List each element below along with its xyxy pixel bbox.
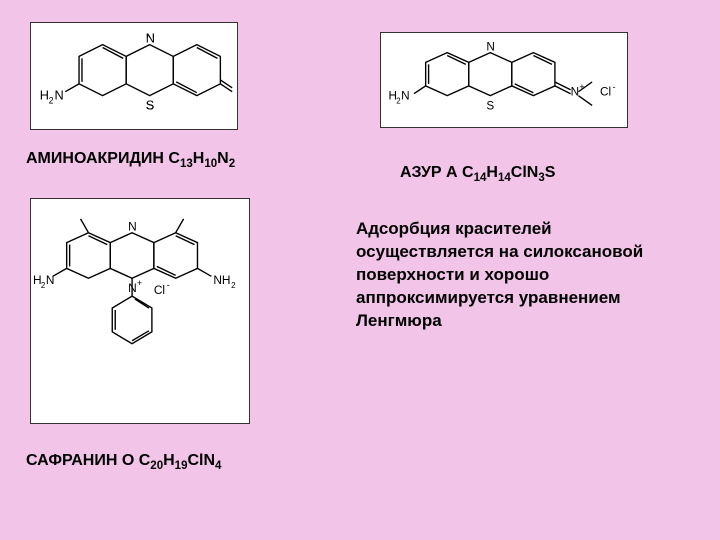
svg-text:NH: NH xyxy=(213,273,230,287)
svg-text:2: 2 xyxy=(231,281,235,290)
structure-azura: H2N N S N+ Cl- xyxy=(380,32,628,128)
svg-text:N: N xyxy=(571,86,580,99)
caption-aminoacridine: АМИНОАКРИДИН C13H10N2 xyxy=(26,150,235,170)
structure-aminoacridine: H2N N S N S xyxy=(30,22,238,130)
svg-text:2: 2 xyxy=(49,95,54,105)
svg-text:N: N xyxy=(486,41,495,54)
aminoacridine-svg: H2N N S N S xyxy=(31,23,237,129)
azura-svg: H2N N S N+ Cl- xyxy=(381,33,627,127)
svg-text:N: N xyxy=(146,31,155,46)
svg-text:Cl: Cl xyxy=(154,283,165,297)
svg-text:2: 2 xyxy=(396,97,400,106)
safranin-svg: H2N NH2 N N+ Cl- xyxy=(31,199,249,423)
svg-text:Cl: Cl xyxy=(600,86,611,99)
structure-safranin: H2N NH2 N N+ Cl- xyxy=(30,198,250,424)
svg-text:S: S xyxy=(146,97,155,112)
f-Cn: 13 xyxy=(180,158,193,170)
f-N: N xyxy=(217,150,229,167)
f-H: H xyxy=(193,150,205,167)
description-text: Адсорбция красителей осуществляется на с… xyxy=(356,218,676,333)
svg-text:N: N xyxy=(128,220,137,234)
svg-text:-: - xyxy=(613,82,616,92)
caption-safranin: САФРАНИН О C20H19ClN4 xyxy=(26,452,221,472)
caption-safranin-name: САФРАНИН О xyxy=(26,452,139,469)
svg-text:+: + xyxy=(137,278,142,288)
svg-text:+: + xyxy=(579,82,584,92)
svg-text:N: N xyxy=(128,281,137,295)
f-C: C xyxy=(168,150,180,167)
svg-text:S: S xyxy=(486,99,494,112)
svg-text:N: N xyxy=(401,90,410,103)
caption-azura: АЗУР А C14H14ClN3S xyxy=(400,164,555,184)
svg-text:N: N xyxy=(46,273,55,287)
caption-aminoacridine-name: АМИНОАКРИДИН xyxy=(26,150,168,167)
caption-azura-name: АЗУР А xyxy=(400,164,462,181)
f-Nn: 2 xyxy=(229,158,235,170)
svg-text:-: - xyxy=(167,280,170,290)
svg-text:2: 2 xyxy=(41,281,45,290)
f-Hn: 10 xyxy=(204,158,217,170)
svg-text:H: H xyxy=(40,88,49,103)
svg-text:N: N xyxy=(55,88,64,103)
